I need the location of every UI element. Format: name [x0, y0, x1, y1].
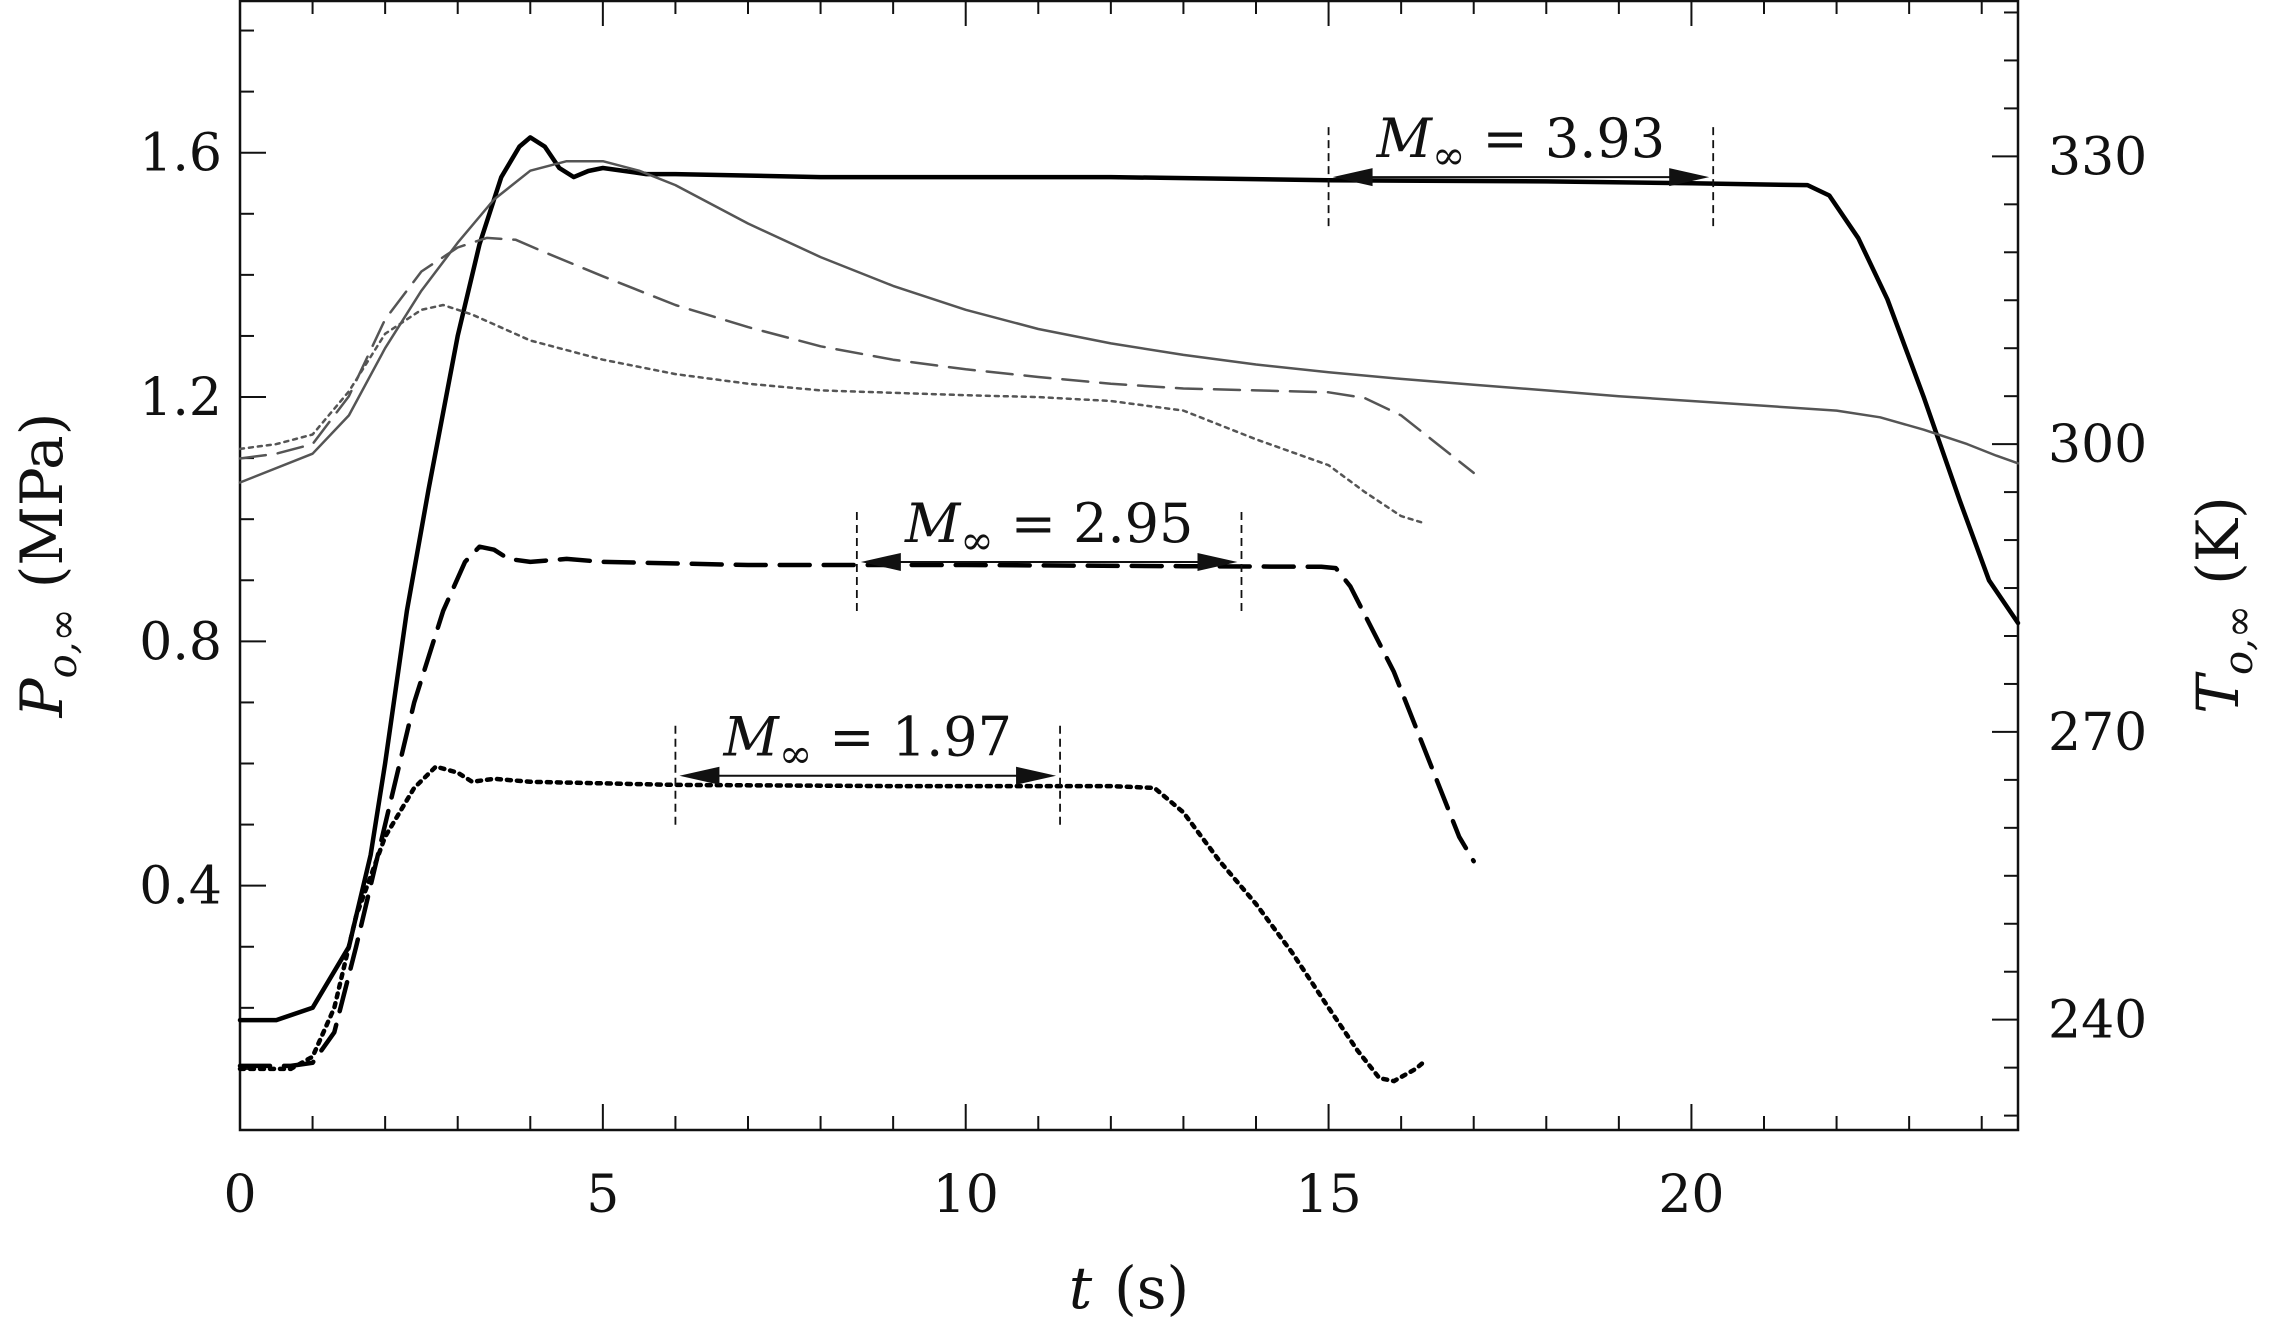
x-tick-label: 5	[586, 1165, 619, 1225]
mach-label: M∞ = 1.97	[723, 706, 1012, 778]
mach-annotation-1: M∞ = 3.93	[1327, 107, 1715, 228]
x-tick-label: 20	[1658, 1165, 1724, 1225]
y-left-axis-label: Po,∞ (MPa)	[8, 413, 86, 719]
series-line-6	[238, 303, 1425, 525]
y-right-sub: o,∞	[2216, 605, 2262, 675]
y-right-tick-label: 270	[2048, 703, 2147, 763]
series-line-3	[237, 764, 1426, 1084]
mach-label: M∞ = 3.93	[1376, 107, 1665, 179]
y-right-var: T	[2184, 671, 2252, 714]
y-left-tick-label: 0.8	[139, 612, 222, 672]
tick-labels: 0 5 10 15 20 0.4 0.8 1.2 1.6 240 270 300 330	[139, 124, 2147, 1225]
series-line-2	[237, 544, 1476, 1069]
mach-label: M∞ = 2.95	[904, 492, 1193, 564]
y-right-tick-label: 240	[2048, 991, 2147, 1051]
y-right-axis-label: To,∞ (K)	[2184, 496, 2262, 713]
y-left-var: P	[8, 677, 76, 718]
mach-subscript: ∞	[779, 732, 812, 778]
y-left-tick-label: 0.4	[139, 857, 222, 917]
mach-annotation-3: M∞ = 1.97	[674, 706, 1061, 826]
arrow-left-head	[860, 552, 901, 571]
mach-symbol: M	[904, 492, 962, 555]
series-group	[237, 135, 2021, 1084]
arrow-right-head	[1197, 552, 1238, 571]
mach-value: = 3.93	[1465, 107, 1665, 170]
y-right-tick-label: 300	[2048, 415, 2147, 475]
arrow-left-head	[679, 766, 720, 785]
mach-symbol: M	[723, 706, 781, 769]
mach-subscript: ∞	[1432, 133, 1465, 179]
x-axis-label: t (s)	[1069, 1254, 1189, 1322]
mach-value: = 1.97	[812, 706, 1012, 769]
plot-frame	[238, 0, 2020, 1132]
axis-ticks	[239, 0, 2018, 1130]
arrow-right-head	[1669, 168, 1710, 187]
series-line-4	[238, 159, 2020, 484]
x-tick-label: 0	[223, 1165, 256, 1225]
mach-subscript: ∞	[960, 518, 993, 564]
series-line-5	[238, 236, 1475, 475]
y-left-sub: o,∞	[40, 608, 86, 678]
mach-symbol: M	[1376, 107, 1434, 170]
x-axis-unit: (s)	[1114, 1254, 1189, 1322]
x-tick-label: 10	[933, 1165, 999, 1225]
y-left-tick-label: 1.6	[139, 124, 222, 184]
annotations: M∞ = 3.93M∞ = 2.95M∞ = 1.97	[674, 107, 1715, 826]
arrow-left-head	[1332, 168, 1373, 187]
arrow-right-head	[1016, 766, 1057, 785]
plot-border	[238, 0, 2020, 1132]
x-axis-var: t	[1069, 1254, 1093, 1322]
mach-value: = 2.95	[994, 492, 1194, 555]
mach-annotation-2: M∞ = 2.95	[855, 492, 1243, 612]
series-line-1	[237, 135, 2021, 1023]
y-right-tick-label: 330	[2048, 127, 2147, 187]
y-left-unit: (MPa)	[8, 413, 76, 589]
y-right-unit: (K)	[2184, 496, 2252, 585]
x-tick-label: 15	[1295, 1165, 1361, 1225]
y-left-tick-label: 1.2	[139, 368, 222, 428]
